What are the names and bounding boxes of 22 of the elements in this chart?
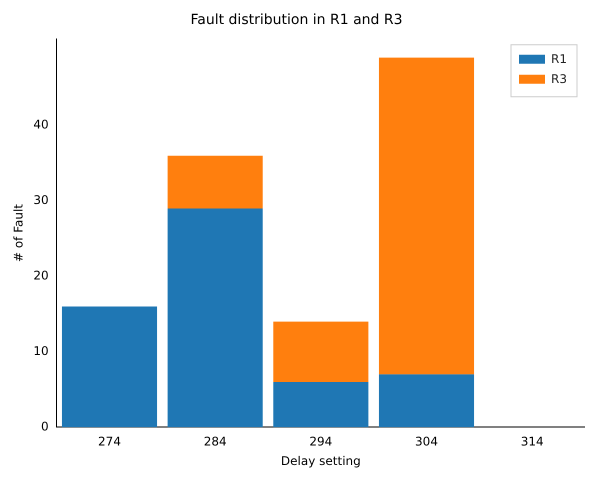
chart-title: Fault distribution in R1 and R3 <box>190 12 403 28</box>
y-tick-label: 30 <box>33 193 49 208</box>
y-axis-title: # of Fault <box>11 204 26 262</box>
x-tick-label: 294 <box>309 434 332 449</box>
x-tick-label: 314 <box>520 434 544 449</box>
y-tick-label: 10 <box>33 344 49 358</box>
bar <box>62 306 158 428</box>
y-tick-label: 40 <box>33 118 49 132</box>
x-axis-title: Delay setting <box>280 454 361 468</box>
y-tick-label: 0 <box>41 419 49 434</box>
x-tick-label: 284 <box>204 434 227 449</box>
bar <box>273 322 368 382</box>
bar <box>168 156 263 208</box>
bar <box>168 208 263 428</box>
x-tick-label: 274 <box>98 434 121 449</box>
bar <box>378 58 474 374</box>
bar <box>273 382 368 428</box>
x-tick-label: 304 <box>415 434 438 449</box>
y-tick-label: 20 <box>33 268 49 282</box>
legend-label: R1 <box>551 52 567 66</box>
legend-label: R3 <box>551 72 567 86</box>
bar <box>378 374 474 428</box>
